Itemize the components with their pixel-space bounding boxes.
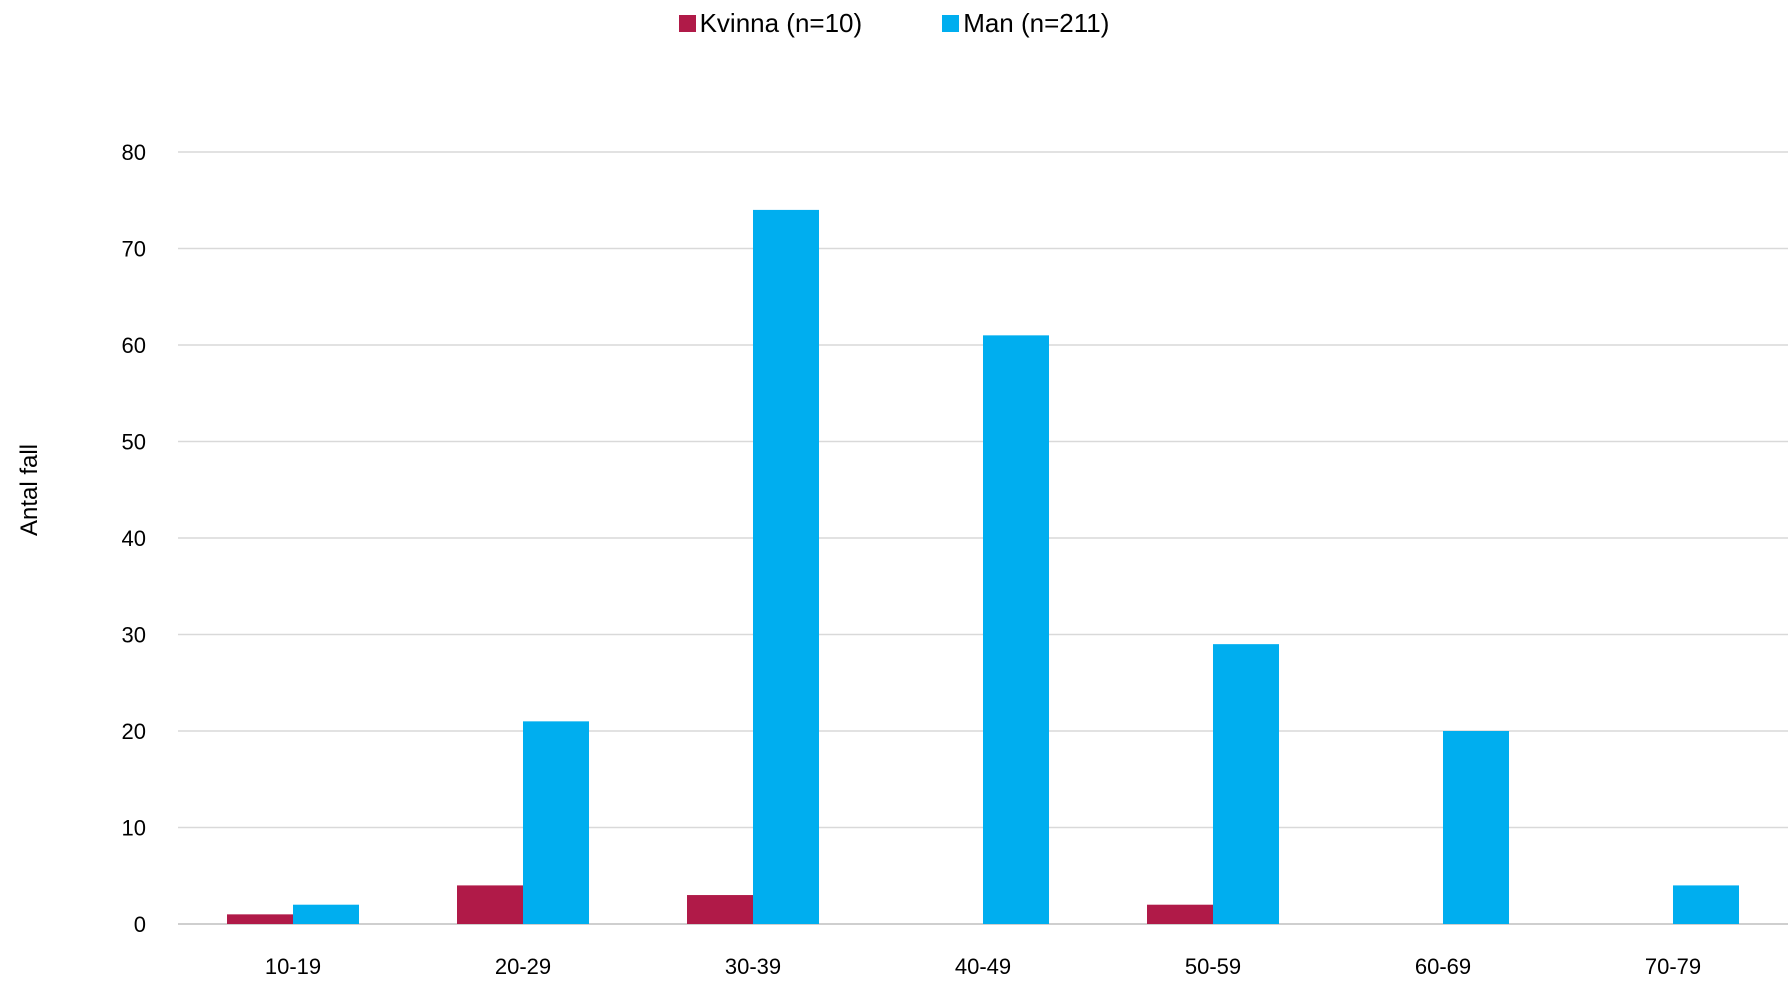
y-tick-label: 50: [122, 430, 146, 455]
x-tick-label: 60-69: [1415, 954, 1471, 979]
bar-man: [523, 721, 589, 924]
y-tick-label: 70: [122, 237, 146, 262]
bar-man: [983, 335, 1049, 925]
x-tick-label: 30-39: [725, 954, 781, 979]
y-tick-label: 30: [122, 623, 146, 648]
y-tick-label: 10: [122, 816, 146, 841]
bar-man: [1673, 885, 1739, 924]
bar-kvinna: [457, 885, 523, 924]
bar-man: [1213, 644, 1279, 924]
x-tick-label: 50-59: [1185, 954, 1241, 979]
bar-man: [1443, 731, 1509, 924]
x-tick-label: 20-29: [495, 954, 551, 979]
y-tick-label: 0: [134, 912, 146, 937]
x-tick-label: 70-79: [1645, 954, 1701, 979]
legend-item-kvinna: Kvinna (n=10): [678, 8, 863, 39]
y-tick-label: 40: [122, 526, 146, 551]
bar-kvinna: [1147, 904, 1213, 924]
bar-kvinna: [227, 914, 293, 924]
y-tick-label: 80: [122, 140, 146, 165]
bar-man: [753, 209, 819, 924]
y-tick-label: 60: [122, 333, 146, 358]
x-tick-label: 40-49: [955, 954, 1011, 979]
bar-kvinna: [687, 895, 753, 924]
legend-item-man: Man (n=211): [942, 8, 1109, 39]
legend-label-man: Man (n=211): [963, 8, 1110, 38]
y-tick-label: 20: [122, 719, 146, 744]
bar-man: [293, 904, 359, 924]
legend: Kvinna (n=10) Man (n=211): [0, 8, 1788, 39]
legend-swatch-man: [942, 15, 960, 32]
x-tick-label: 10-19: [265, 954, 321, 979]
legend-label-kvinna: Kvinna (n=10): [699, 8, 863, 38]
legend-swatch-kvinna: [678, 15, 696, 32]
